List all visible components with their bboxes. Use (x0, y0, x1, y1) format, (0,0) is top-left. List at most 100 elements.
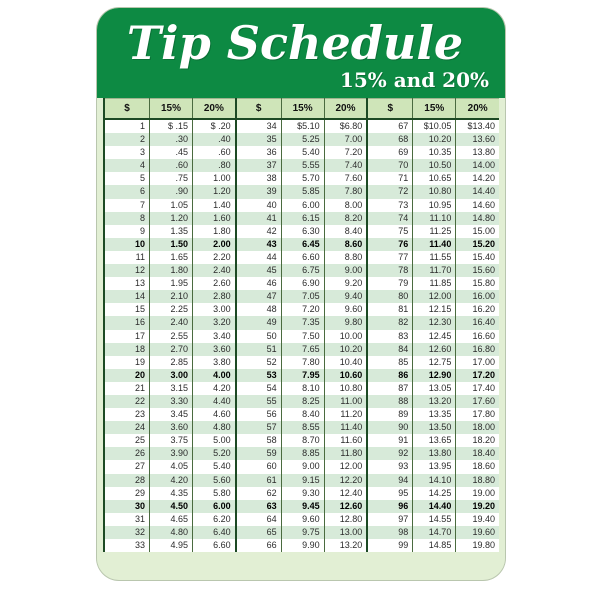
bill-amount-cell: 92 (366, 447, 413, 461)
column-header-8: 20% (455, 98, 499, 120)
tip15-cell: .75 (148, 172, 193, 186)
tip15-cell: 9.30 (280, 486, 325, 500)
bill-amount-cell: 96 (366, 499, 413, 513)
bill-amount-cell: 9 (102, 224, 150, 238)
table-row: 18 2.70 3.60 51 7.65 10.20 84 12.60 16.80 (102, 342, 499, 356)
tip20-cell: $ .20 (192, 119, 236, 134)
table-row: 24 3.60 4.80 57 8.55 11.40 90 13.50 18.00 (102, 421, 499, 435)
bill-amount-cell: 54 (234, 381, 282, 395)
bill-amount-cell: 43 (234, 237, 282, 251)
bill-amount-cell: 76 (366, 237, 413, 251)
tip15-cell: 1.80 (148, 264, 193, 278)
bill-amount-cell: 81 (366, 303, 413, 317)
bill-amount-cell: 75 (366, 224, 413, 238)
column-header-3: $ (234, 98, 282, 120)
tip20-cell: 18.60 (455, 460, 499, 474)
tip15-cell: 7.05 (280, 290, 325, 304)
tip20-cell: 6.60 (192, 539, 236, 553)
column-header-5: 20% (323, 98, 368, 120)
bill-amount-cell: 35 (234, 133, 282, 147)
bill-amount-cell: 84 (366, 342, 413, 356)
tip15-cell: 6.00 (280, 198, 325, 212)
tip20-cell: 10.40 (323, 355, 368, 369)
bill-amount-cell: 17 (102, 329, 150, 343)
tip20-cell: 1.60 (192, 211, 236, 225)
tip20-cell: 10.20 (323, 342, 368, 356)
bill-amount-cell: 40 (234, 198, 282, 212)
tip15-cell: 12.30 (412, 316, 456, 330)
bill-amount-cell: 95 (366, 486, 413, 500)
tip15-cell: 8.10 (280, 381, 325, 395)
bill-amount-cell: 82 (366, 316, 413, 330)
tip20-cell: 1.80 (192, 224, 236, 238)
bill-amount-cell: 3 (102, 146, 150, 160)
tip15-cell: 11.10 (412, 211, 456, 225)
tip15-cell: 5.55 (280, 159, 325, 173)
card-header: Tip Schedule 15% and 20% (97, 8, 505, 98)
tip20-cell: 12.60 (323, 499, 368, 513)
tip15-cell: 10.95 (412, 198, 456, 212)
tip15-cell: 9.75 (280, 525, 325, 539)
bill-amount-cell: 83 (366, 329, 413, 343)
tip15-cell: 4.80 (148, 525, 193, 539)
table-row: 9 1.35 1.80 42 6.30 8.40 75 11.25 15.00 (102, 224, 499, 238)
tip15-cell: 2.25 (148, 303, 193, 317)
tip20-cell: 3.20 (192, 316, 236, 330)
bill-amount-cell: 71 (366, 172, 413, 186)
table-row: 23 3.45 4.60 56 8.40 11.20 89 13.35 17.80 (102, 408, 499, 422)
header-row: $15% 20% $15% 20% $15% 20% (102, 98, 499, 120)
tip20-cell: 10.60 (323, 368, 368, 382)
bill-amount-cell: 51 (234, 342, 282, 356)
tip15-cell: 3.00 (148, 368, 193, 382)
bill-amount-cell: 31 (102, 512, 150, 526)
tip20-cell: $13.40 (455, 119, 499, 134)
bill-amount-cell: 61 (234, 473, 282, 487)
tip20-cell: 12.40 (323, 486, 368, 500)
table-row: 3.45.60 36 5.40 7.20 69 10.35 13.80 (102, 146, 499, 160)
tip15-cell: 2.10 (148, 290, 193, 304)
bill-amount-cell: 14 (102, 290, 150, 304)
tip20-cell: 9.60 (323, 303, 368, 317)
table-row: 25 3.75 5.00 58 8.70 11.60 91 13.65 18.20 (102, 434, 499, 448)
tip20-cell: 8.40 (323, 224, 368, 238)
tip20-cell: 12.00 (323, 460, 368, 474)
tip15-cell: 10.50 (412, 159, 456, 173)
bill-amount-cell: 19 (102, 355, 150, 369)
bill-amount-cell: 42 (234, 224, 282, 238)
bill-amount-cell: 1 (102, 119, 150, 134)
tip20-cell: 17.00 (455, 355, 499, 369)
tip15-cell: 14.10 (412, 473, 456, 487)
tip15-cell: 8.55 (280, 421, 325, 435)
bill-amount-cell: 21 (102, 381, 150, 395)
tip15-cell: 6.30 (280, 224, 325, 238)
tip20-cell: 2.20 (192, 250, 236, 265)
tip20-cell: 19.80 (455, 539, 499, 553)
tip20-cell: 15.40 (455, 250, 499, 265)
tip15-cell: 6.60 (280, 250, 325, 265)
bill-amount-cell: 60 (234, 460, 282, 474)
tip15-cell: 2.70 (148, 342, 193, 356)
bill-amount-cell: 5 (102, 172, 150, 186)
tip20-cell: 2.80 (192, 290, 236, 304)
column-header-4: 15% (280, 98, 325, 120)
table-row: 4.60.80 37 5.55 7.40 70 10.50 14.00 (102, 159, 499, 173)
tip20-cell: 1.00 (192, 172, 236, 186)
tip20-cell: 3.40 (192, 329, 236, 343)
table-row: 14 2.10 2.80 47 7.05 9.40 80 12.00 16.00 (102, 290, 499, 304)
tip20-cell: 14.40 (455, 185, 499, 199)
bill-amount-cell: 45 (234, 264, 282, 278)
bill-amount-cell: 24 (102, 421, 150, 435)
bill-amount-cell: 32 (102, 525, 150, 539)
tip15-cell: $5.10 (280, 119, 325, 134)
tip20-cell: 16.00 (455, 290, 499, 304)
tip20-cell: 8.60 (323, 237, 368, 251)
tip15-cell: 14.25 (412, 486, 456, 500)
tip20-cell: 14.00 (455, 159, 499, 173)
tip15-cell: 3.60 (148, 421, 193, 435)
bill-amount-cell: 37 (234, 159, 282, 173)
tip15-cell: 11.85 (412, 277, 456, 291)
tip20-cell: 1.20 (192, 185, 236, 199)
tip20-cell: 9.00 (323, 264, 368, 278)
tip15-cell: 9.00 (280, 460, 325, 474)
